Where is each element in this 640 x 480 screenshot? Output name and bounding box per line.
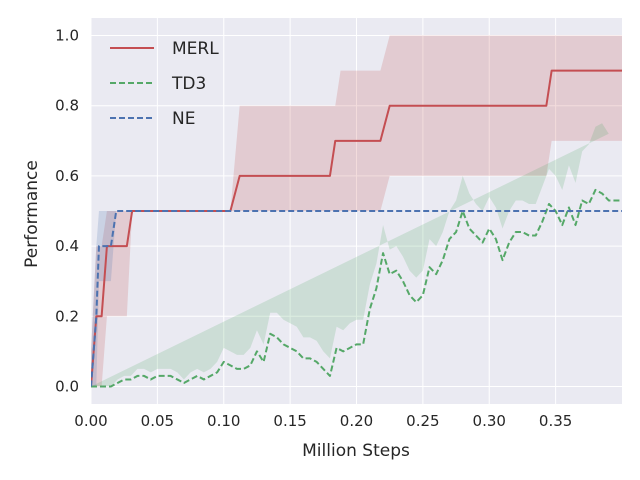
x-tick-label: 0.00 <box>74 412 107 430</box>
y-tick-labels: 0.0 0.2 0.4 0.6 0.8 1.0 <box>55 27 79 396</box>
series-line-ne <box>91 210 622 387</box>
y-tick-label: 0.6 <box>55 167 79 185</box>
series-line-merl <box>91 69 622 387</box>
y-tick-label: 1.0 <box>55 27 79 45</box>
x-tick-label: 0.25 <box>406 412 439 430</box>
legend-label-td3: TD3 <box>171 74 206 94</box>
y-tick-label: 0.0 <box>55 377 79 395</box>
x-axis-title: Million Steps <box>302 441 410 461</box>
y-tick-label: 0.8 <box>55 97 79 115</box>
x-tick-label: 0.05 <box>141 412 174 430</box>
x-tick-label: 0.20 <box>340 412 373 430</box>
band-merl <box>91 35 622 387</box>
legend-label-merl: MERL <box>172 39 219 59</box>
x-tick-labels: 0.00 0.05 0.10 0.15 0.20 0.25 0.30 0.35 <box>74 412 572 430</box>
y-axis-title: Performance <box>22 160 42 268</box>
x-tick-label: 0.35 <box>539 412 572 430</box>
confidence-bands <box>91 35 622 387</box>
x-tick-label: 0.15 <box>273 412 306 430</box>
y-tick-label: 0.4 <box>55 237 79 255</box>
y-tick-label: 0.2 <box>55 307 79 325</box>
series-lines <box>91 69 622 388</box>
x-tick-label: 0.30 <box>473 412 506 430</box>
x-tick-label: 0.10 <box>207 412 240 430</box>
series-line-td3 <box>91 188 622 388</box>
legend-label-ne: NE <box>172 109 195 129</box>
legend: MERL TD3 NE <box>110 39 219 129</box>
